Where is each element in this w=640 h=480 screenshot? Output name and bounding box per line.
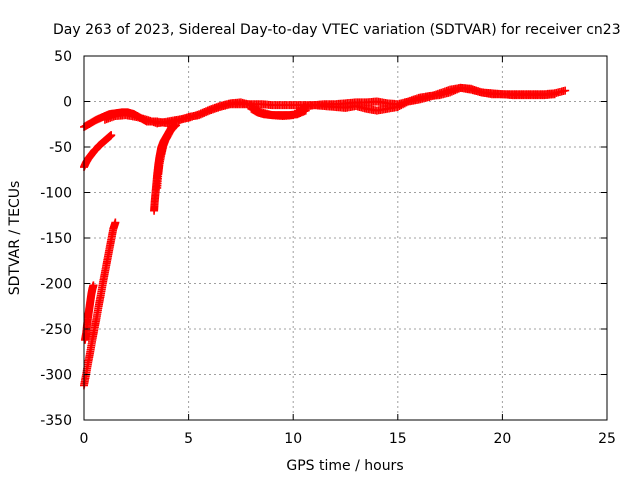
y-tick-label: 0 [63,95,72,111]
data-point [393,102,402,111]
y-tick-label: -200 [40,277,72,293]
x-tick-label: 20 [493,431,511,447]
x-tick-label: 0 [80,431,89,447]
data-point [402,98,411,107]
data-point [107,131,116,140]
y-tick-label: -100 [40,186,72,202]
data-point [550,90,559,99]
data-point [111,218,120,227]
y-tick-label: -300 [40,368,72,384]
data-point [399,100,408,109]
x-tick-label: 10 [284,431,302,447]
chart-title: Day 263 of 2023, Sidereal Day-to-day VTE… [53,22,621,38]
grid-lines [84,56,607,420]
axis-ticks [83,55,608,421]
series-early-rising-branch [80,131,116,172]
series-dip-8-10h [247,104,310,120]
y-tick-label: -350 [40,413,72,429]
data-point [172,121,181,130]
data-point [400,99,409,108]
x-tick-label: 5 [184,431,193,447]
data-point [395,102,404,111]
x-tick-label: 25 [598,431,616,447]
series-secondary-track [100,83,559,128]
data-point [89,281,98,290]
data-point [561,86,570,95]
tick-labels: 0 5 10 15 20 25 50 0 -50 -100 -150 -200 -250 -300 -350 [40,49,616,447]
y-tick-label: 50 [54,49,72,65]
series-lower-branch-upper-edge [81,281,98,344]
series-recovery-branch-3h-b [153,121,181,192]
series-steep-lower-branch [80,218,120,390]
data-point [397,101,406,110]
y-tick-label: -150 [40,231,72,247]
y-axis-label: SDTVAR / TECUs [7,181,23,296]
y-tick-label: -50 [49,140,72,156]
y-tick-label: -250 [40,322,72,338]
x-tick-label: 15 [389,431,407,447]
data-point [301,106,310,115]
data-points [80,83,570,390]
x-axis-label: GPS time / hours [286,458,403,474]
